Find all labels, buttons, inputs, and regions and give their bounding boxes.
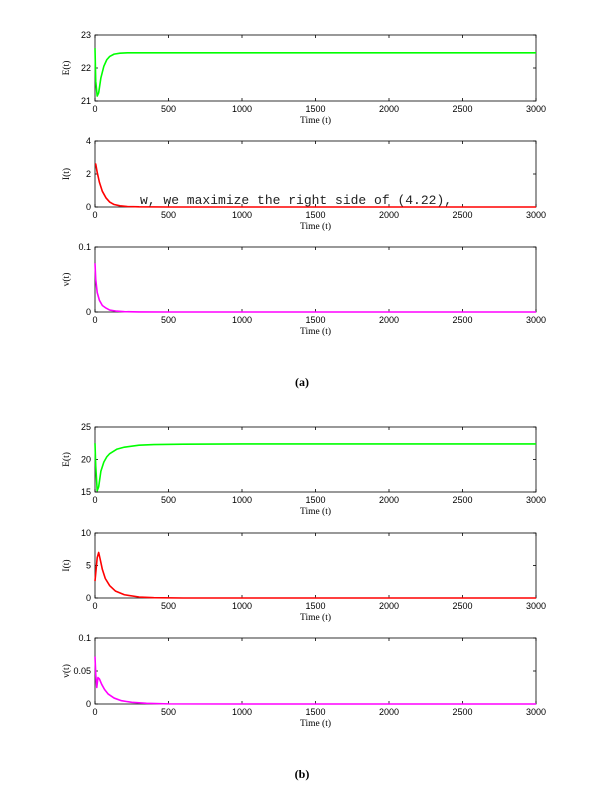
- x-tick-label: 1500: [305, 601, 325, 611]
- plot-frame: [94, 637, 537, 705]
- x-tick-label: 1000: [232, 315, 252, 325]
- y-tick-label: 0: [86, 202, 91, 212]
- x-tick-label: 0: [92, 707, 97, 717]
- x-tick-label: 0: [92, 210, 97, 220]
- x-tick-label: 2000: [379, 495, 399, 505]
- x-tick-label: 1500: [305, 707, 325, 717]
- x-axis-label: Time (t): [300, 115, 331, 126]
- overlay-text: w, we maximize the right side of (4.22),: [140, 193, 452, 208]
- x-tick-label: 3000: [526, 707, 546, 717]
- x-tick-label: 2000: [379, 210, 399, 220]
- y-tick-label: 0: [86, 593, 91, 603]
- x-tick-label: 3000: [526, 315, 546, 325]
- plot-frame: [94, 34, 537, 102]
- chart-panel-b-vt: 0 500 1000 1500 2000 2500 3000 0 0.05 0.1 Time (t)…: [61, 633, 546, 729]
- x-tick-label: 2000: [379, 707, 399, 717]
- y-axis-label: E(t): [61, 452, 72, 467]
- x-tick-label: 1000: [232, 707, 252, 717]
- y-tick-label: 23: [81, 30, 91, 40]
- x-tick-label: 3000: [526, 601, 546, 611]
- y-tick-label: 0.05: [73, 666, 91, 676]
- y-tick-label: 2: [86, 169, 91, 179]
- x-tick-label: 2500: [452, 707, 472, 717]
- x-axis-label: Time (t): [300, 718, 331, 729]
- x-tick-label: 3000: [526, 104, 546, 114]
- y-tick-label: 22: [81, 63, 91, 73]
- plot-frame: [94, 246, 537, 313]
- y-tick-label: 0: [86, 307, 91, 317]
- y-tick-label: 0.1: [78, 633, 91, 643]
- series-line-vt: [94, 656, 536, 705]
- x-tick-label: 3000: [526, 495, 546, 505]
- caption-a: (a): [295, 375, 309, 389]
- x-tick-label: 500: [161, 601, 176, 611]
- y-axis-label: v(t): [61, 664, 72, 678]
- x-tick-label: 0: [92, 315, 97, 325]
- chart-panel-a-et: 0 500 1000 1500 2000 2500 3000 21 22 23 Time (t) E(…: [61, 30, 546, 126]
- x-tick-label: 2000: [379, 601, 399, 611]
- x-tick-label: 1000: [232, 495, 252, 505]
- y-tick-label: 15: [81, 487, 91, 497]
- x-tick-label: 1500: [305, 315, 325, 325]
- x-axis-label: Time (t): [300, 506, 331, 517]
- y-tick-label: 0: [86, 699, 91, 709]
- y-tick-label: 0.1: [78, 242, 91, 252]
- x-tick-label: 500: [161, 707, 176, 717]
- x-tick-label: 500: [161, 104, 176, 114]
- x-tick-label: 1000: [232, 210, 252, 220]
- x-tick-label: 0: [92, 495, 97, 505]
- y-tick-label: 20: [81, 455, 91, 465]
- y-tick-label: 25: [81, 422, 91, 432]
- x-tick-label: 500: [161, 315, 176, 325]
- x-tick-label: 2500: [452, 601, 472, 611]
- y-axis-label: I(t): [61, 559, 72, 571]
- x-tick-label: 1000: [232, 104, 252, 114]
- x-tick-label: 2500: [452, 315, 472, 325]
- series-line-it: [94, 551, 536, 599]
- y-axis-label: I(t): [61, 168, 72, 180]
- chart-panel-a-it: 0 500 1000 1500 2000 2500 3000 0 2 4 Time (t) I(t): [61, 136, 546, 232]
- y-tick-label: 10: [81, 528, 91, 538]
- plot-frame: [94, 532, 537, 599]
- x-tick-label: 500: [161, 210, 176, 220]
- x-tick-label: 2000: [379, 104, 399, 114]
- series-line-vt: [94, 263, 536, 313]
- y-tick-label: 4: [86, 136, 91, 146]
- x-tick-label: 2500: [452, 210, 472, 220]
- x-tick-label: 2500: [452, 495, 472, 505]
- x-tick-label: 1500: [305, 210, 325, 220]
- series-line-et: [94, 48, 536, 97]
- series-line-et: [94, 443, 536, 492]
- x-tick-label: 1000: [232, 601, 252, 611]
- y-tick-label: 21: [81, 96, 91, 106]
- x-axis-label: Time (t): [300, 326, 331, 337]
- x-tick-label: 3000: [526, 210, 546, 220]
- chart-panel-b-et: 0 500 1000 1500 2000 2500 3000 15 20 25 Time (t) E(…: [61, 422, 546, 517]
- x-tick-label: 2500: [452, 104, 472, 114]
- y-tick-label: 5: [86, 561, 91, 571]
- x-tick-label: 1500: [305, 495, 325, 505]
- x-axis-label: Time (t): [300, 221, 331, 232]
- x-tick-label: 0: [92, 104, 97, 114]
- series-line-it: [94, 163, 536, 208]
- x-tick-label: 0: [92, 601, 97, 611]
- plot-frame: [94, 426, 537, 493]
- chart-panel-a-vt: 0 500 1000 1500 2000 2500 3000 0 0.1 Time (t) v(t): [61, 242, 546, 337]
- x-axis-label: Time (t): [300, 612, 331, 623]
- chart-panel-b-it: 0 500 1000 1500 2000 2500 3000 0 5 10 Time (t) I(t): [61, 528, 546, 623]
- x-tick-label: 1500: [305, 104, 325, 114]
- x-tick-label: 2000: [379, 315, 399, 325]
- caption-b: (b): [295, 767, 310, 781]
- y-axis-label: E(t): [61, 61, 72, 76]
- y-axis-label: v(t): [61, 273, 72, 287]
- x-tick-label: 500: [161, 495, 176, 505]
